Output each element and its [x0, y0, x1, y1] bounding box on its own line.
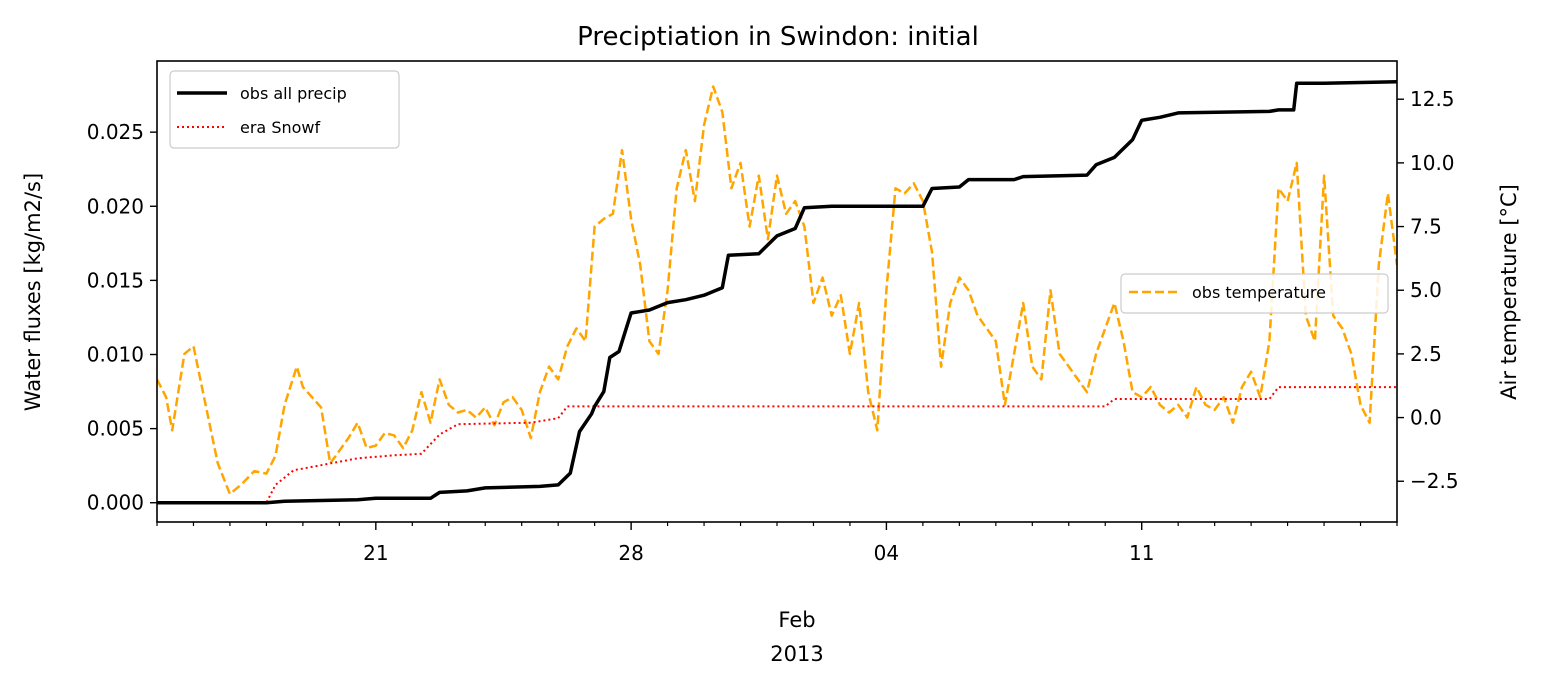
y-axis-left-title: Water fluxes [kg/m2/s] — [21, 173, 45, 411]
y-left-tick-label: 0.025 — [87, 120, 144, 144]
legend-right-box — [1120, 273, 1389, 314]
y-axis-left: 0.000 0.005 0.010 0.015 0.020 0.025 — [87, 120, 157, 515]
legend-right: obs temperature — [1120, 273, 1389, 314]
y-right-tick-label: 0.0 — [1410, 406, 1442, 430]
y-left-tick-label: 0.020 — [87, 194, 144, 218]
series-layer — [157, 80, 1397, 505]
y-left-tick-label: 0.015 — [87, 268, 144, 292]
y-right-tick-label: 2.5 — [1410, 342, 1442, 366]
x-axis: 21 28 04 11 — [156, 522, 1398, 565]
y-left-tick-label: 0.010 — [87, 342, 144, 366]
legend-label-obs-all-precip: obs all precip — [240, 84, 347, 103]
x-year-label: 2013 — [770, 642, 823, 666]
y-left-tick-label: 0.005 — [87, 417, 144, 441]
legend-label-era-snowf: era Snowf — [240, 118, 320, 137]
y-right-tick-label: 7.5 — [1410, 215, 1442, 239]
x-tick-label: 21 — [363, 541, 388, 565]
y-axis-right: −2.5 0.0 2.5 5.0 7.5 10.0 12.5 — [1397, 87, 1459, 493]
y-right-tick-label: 5.0 — [1410, 278, 1442, 302]
legend-left-box — [169, 70, 400, 149]
y-right-tick-label: 12.5 — [1410, 87, 1455, 111]
legend-label-obs-temperature: obs temperature — [1192, 283, 1326, 302]
series-line-obs-temperature — [157, 85, 1397, 496]
y-right-tick-label: 10.0 — [1410, 151, 1455, 175]
x-tick-label: 04 — [874, 541, 899, 565]
y-right-tick-label: −2.5 — [1410, 469, 1459, 493]
x-tick-label: 11 — [1129, 541, 1154, 565]
y-left-tick-label: 0.000 — [87, 491, 144, 515]
legend-left: obs all precip era Snowf — [169, 70, 400, 149]
chart-title: Preciptiation in Swindon: initial — [577, 22, 979, 52]
series-line-obs-all-precip — [157, 80, 1397, 505]
x-tick-label: 28 — [618, 541, 643, 565]
x-month-label: Feb — [778, 608, 815, 632]
y-axis-right-title: Air temperature [°C] — [1497, 184, 1521, 400]
